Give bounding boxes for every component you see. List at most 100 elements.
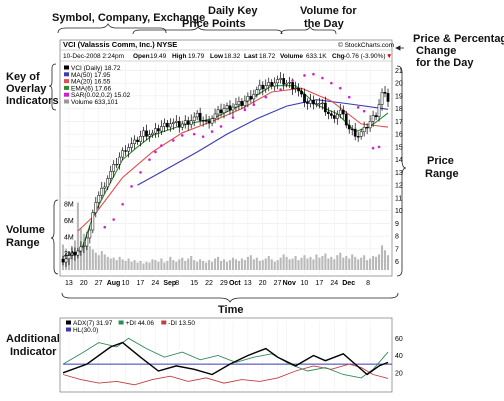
volume-bar [246, 256, 249, 270]
volume-bar [267, 256, 270, 270]
svg-text:Open: Open [133, 53, 150, 60]
price-bar-body [309, 99, 312, 104]
svg-text:18.72: 18.72 [259, 53, 276, 60]
volume-bar [163, 262, 166, 270]
price-bar-body [315, 103, 318, 105]
price-bar-body [142, 130, 145, 137]
price-bar-body [198, 112, 202, 121]
volume-bar [279, 257, 282, 270]
price-bar-body [73, 251, 77, 256]
volume-bar [127, 258, 130, 270]
price-tick-label: 13 [395, 170, 403, 177]
volume-bar [136, 262, 139, 270]
price-tick-label: 14 [395, 157, 403, 164]
sar-dot [362, 109, 366, 113]
svg-text:19.79: 19.79 [188, 53, 205, 60]
volume-bar [184, 260, 187, 270]
volume-bar [231, 257, 234, 270]
price-bar-body [279, 78, 283, 80]
indicator-tick-label: 40 [395, 353, 403, 360]
volume-bar [219, 260, 223, 270]
volume-bar [202, 260, 205, 270]
volume-bar [383, 250, 387, 270]
indicator-tick-label: 60 [395, 336, 403, 343]
svg-text:Last: Last [244, 53, 258, 60]
volume-tick-label: 8M [64, 202, 74, 209]
indicator-legend-label: ADX(7) 31.97 [73, 320, 113, 327]
price-bar-body [240, 101, 244, 106]
price-bar-body [216, 109, 220, 115]
sar-dot [219, 125, 223, 128]
price-bar-body [139, 136, 142, 142]
price-bar-body [154, 128, 157, 134]
sar-dot [210, 130, 214, 133]
volume-bar [321, 256, 324, 270]
sar-dot [377, 145, 381, 149]
time-tick-label: 17 [137, 280, 145, 287]
annotation-volume-range: Range [6, 237, 40, 249]
indicator-legend-label: HL(30.0) [73, 327, 98, 334]
volume-bar [312, 259, 315, 270]
time-tick-label: 8 [175, 280, 179, 287]
indicator-legend-label: -DI 13.50 [168, 320, 195, 327]
sar-dot [160, 144, 163, 147]
svg-text:19.49: 19.49 [150, 53, 167, 60]
legend-label: EMA(6) 17.66 [71, 85, 111, 92]
indicator-axis: 60 40 20 [395, 336, 403, 378]
sar-dot [312, 72, 315, 76]
price-bar-body [124, 150, 127, 152]
volume-axis: 8M 6M 4M 2M [64, 202, 74, 258]
sar-dot [172, 139, 175, 142]
volume-bar [148, 262, 151, 270]
volume-bar [133, 260, 136, 270]
price-bar-body [115, 163, 119, 166]
price-tick-label: 6 [395, 259, 399, 266]
annotation-price-range: Range [425, 168, 459, 180]
volume-bar [88, 246, 91, 270]
price-tick-label: 15 [395, 144, 403, 151]
sar-dot [154, 150, 157, 154]
sar-dot [264, 95, 268, 99]
volume-bar [91, 249, 94, 270]
price-bar-body [285, 82, 288, 85]
sar-dot [148, 158, 151, 161]
volume-bar [327, 258, 330, 270]
volume-bar [249, 255, 252, 270]
time-tick-label: 29 [220, 280, 228, 287]
price-bar-body [109, 171, 113, 179]
annotation-indicators: Indicators [6, 95, 59, 107]
price-bar-body [195, 112, 199, 118]
annotation-time: Time [218, 304, 243, 316]
volume-bar [76, 202, 79, 270]
sar-dot [321, 76, 324, 80]
price-bar-body [377, 104, 381, 118]
volume-bar [363, 255, 366, 270]
price-bar-body [267, 82, 271, 86]
price-tick-label: 17 [395, 119, 403, 126]
volume-bar [270, 259, 273, 270]
price-bar-body [79, 246, 83, 252]
volume-bar [181, 257, 184, 270]
sar-dot [291, 79, 294, 82]
volume-bar [360, 257, 363, 270]
price-bar-body [61, 258, 65, 263]
volume-bar [345, 256, 348, 270]
annotation-overlay: Overlay [6, 83, 47, 95]
price-bar-body [282, 78, 285, 85]
legend-swatch [64, 79, 69, 84]
sar-dot [121, 202, 124, 206]
price-bar-body [356, 136, 360, 138]
volume-bar [225, 261, 229, 270]
price-bar-body [338, 109, 342, 115]
price-bar-body [371, 115, 375, 122]
legend-label: Volume 633,101 [71, 99, 118, 106]
price-bar-body [163, 122, 166, 127]
sar-dot [303, 74, 306, 77]
price-bar-body [166, 122, 169, 128]
price-tick-label: 8 [395, 234, 399, 241]
volume-bar [288, 259, 291, 270]
volume-bar [282, 254, 285, 270]
chart-title: VCI (Valassis Comm, Inc.) NYSE [63, 40, 177, 49]
price-bar-body [243, 100, 247, 106]
volume-bar [124, 260, 127, 270]
